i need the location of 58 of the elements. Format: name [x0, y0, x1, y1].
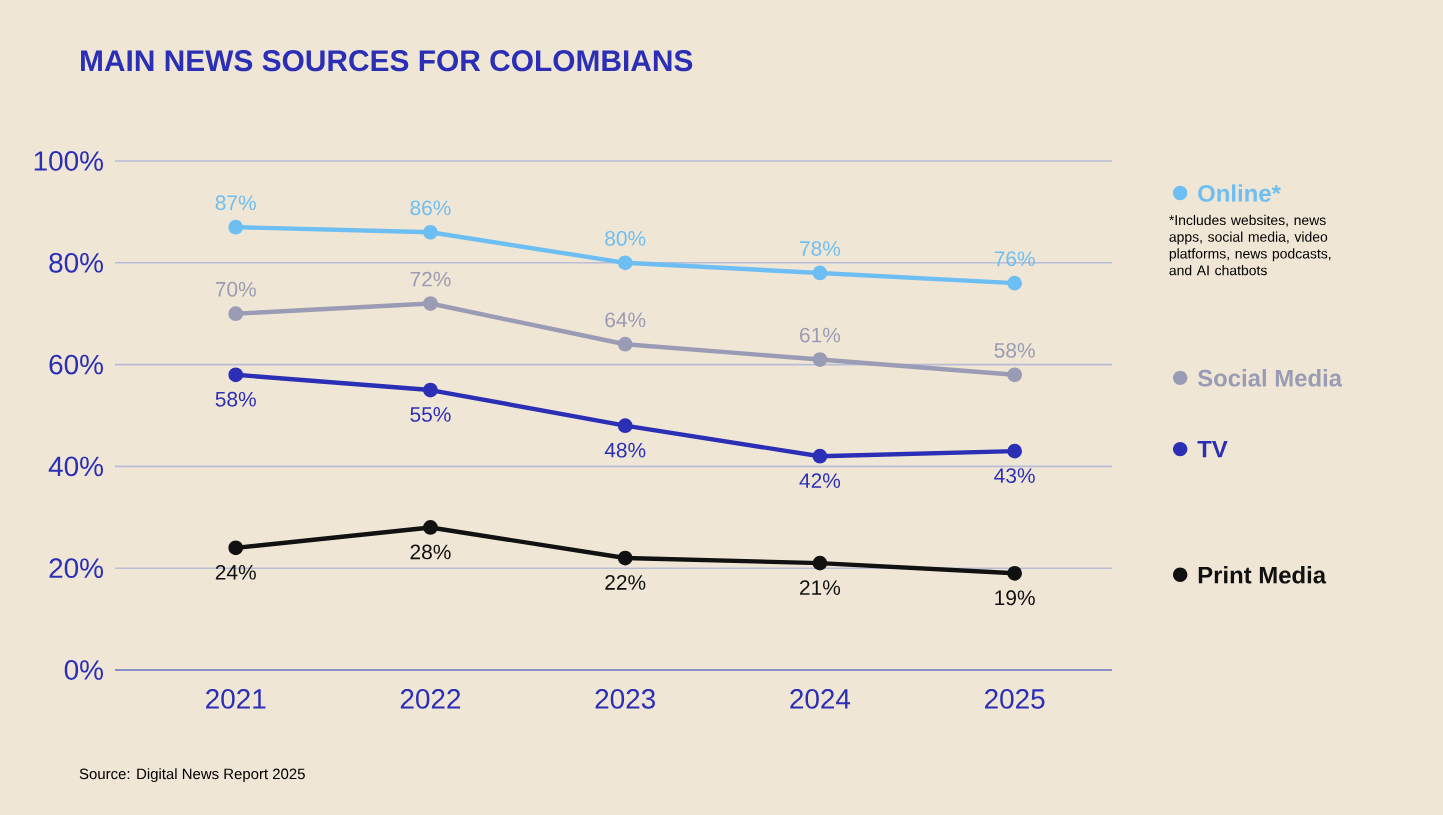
- point: [423, 224, 438, 240]
- point: [228, 367, 244, 383]
- point: [617, 550, 633, 566]
- point: [617, 336, 633, 352]
- point: [617, 255, 633, 271]
- y-tick-label: 40%: [48, 456, 103, 477]
- data-label: 70%: [215, 281, 256, 297]
- point: [812, 352, 828, 367]
- data-label: 76%: [994, 251, 1035, 267]
- data-label: 86%: [410, 200, 451, 216]
- data-label: 78%: [800, 241, 841, 256]
- legend-label: Online*: [1198, 184, 1281, 202]
- point: [228, 219, 244, 235]
- point: [812, 448, 828, 464]
- y-tick-label: 20%: [49, 558, 103, 579]
- data-label: 87%: [215, 195, 256, 211]
- point: [228, 306, 244, 322]
- point: [228, 540, 244, 556]
- point: [812, 555, 828, 571]
- data-label: 72%: [410, 271, 451, 287]
- data-label: 58%: [994, 342, 1035, 358]
- y-tick-label: 100%: [34, 151, 103, 171]
- data-label: 24%: [215, 564, 256, 580]
- data-label: 48%: [604, 442, 646, 458]
- point: [1007, 565, 1023, 581]
- y-tick-label: 0%: [64, 660, 103, 680]
- data-label: 64%: [605, 312, 646, 328]
- x-tick-label: 2025: [985, 689, 1045, 709]
- point: [1007, 443, 1023, 459]
- y-tick-label: 60%: [49, 354, 103, 375]
- point: [617, 418, 633, 434]
- chart-title: MAIN NEWS SOURCES FOR COLOMBIANS: [81, 50, 693, 72]
- text: *Includes websites, news apps, social media, video platforms, news podcasts, and AI chatbots: [1169, 214, 1331, 276]
- data-label: 42%: [799, 473, 841, 488]
- data-label: 22%: [605, 575, 646, 590]
- point: [423, 296, 438, 311]
- legend-label: TV: [1197, 440, 1228, 458]
- source-note: Source: Digital News Report 2025: [79, 768, 305, 783]
- legend-label: Print Media: [1198, 566, 1327, 584]
- data-label: 58%: [215, 391, 256, 407]
- x-tick-label: 2021: [206, 689, 266, 709]
- point: [423, 520, 438, 535]
- data-label: 61%: [800, 327, 841, 343]
- data-label: 55%: [410, 407, 451, 422]
- x-tick-label: 2024: [790, 689, 851, 709]
- x-tick-label: 2022: [400, 689, 461, 709]
- data-label: 21%: [800, 580, 841, 595]
- x-tick-label: 2023: [595, 689, 655, 709]
- data-label: 80%: [605, 230, 646, 246]
- legend-label: Social Media: [1197, 369, 1343, 387]
- data-label: 19%: [995, 590, 1035, 606]
- point: [812, 265, 828, 281]
- point: [1007, 367, 1023, 383]
- point: [423, 382, 438, 398]
- point: [1007, 275, 1023, 291]
- y-tick-label: 80%: [49, 252, 103, 273]
- data-label: 43%: [994, 468, 1035, 483]
- data-label: 28%: [410, 544, 451, 560]
